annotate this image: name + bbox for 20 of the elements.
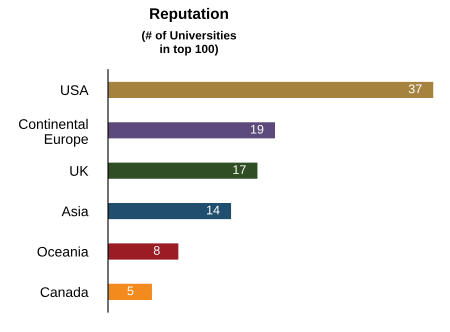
y-tick-label: USA	[61, 85, 89, 96]
data-label: 5	[127, 286, 134, 296]
y-tick-label: Canada	[40, 286, 89, 298]
bar	[108, 122, 276, 138]
y-tick-label: Asia	[62, 206, 89, 216]
data-label: 14	[207, 206, 220, 214]
y-tick-label: Continental Europe	[19, 118, 88, 147]
data-label: 8	[154, 246, 160, 255]
data-label: 17	[233, 165, 246, 174]
chart-subtitle: (# of Universities in top 100)	[142, 30, 236, 56]
bar	[108, 203, 232, 220]
bar	[108, 284, 152, 300]
bar	[108, 82, 434, 98]
data-label: 37	[408, 84, 422, 94]
chart-title: Reputation	[150, 8, 228, 22]
bar	[108, 243, 178, 260]
data-label: 19	[250, 124, 264, 134]
y-tick-label: Oceania	[37, 246, 89, 257]
bar	[108, 162, 258, 179]
y-tick-label: UK	[70, 166, 88, 176]
